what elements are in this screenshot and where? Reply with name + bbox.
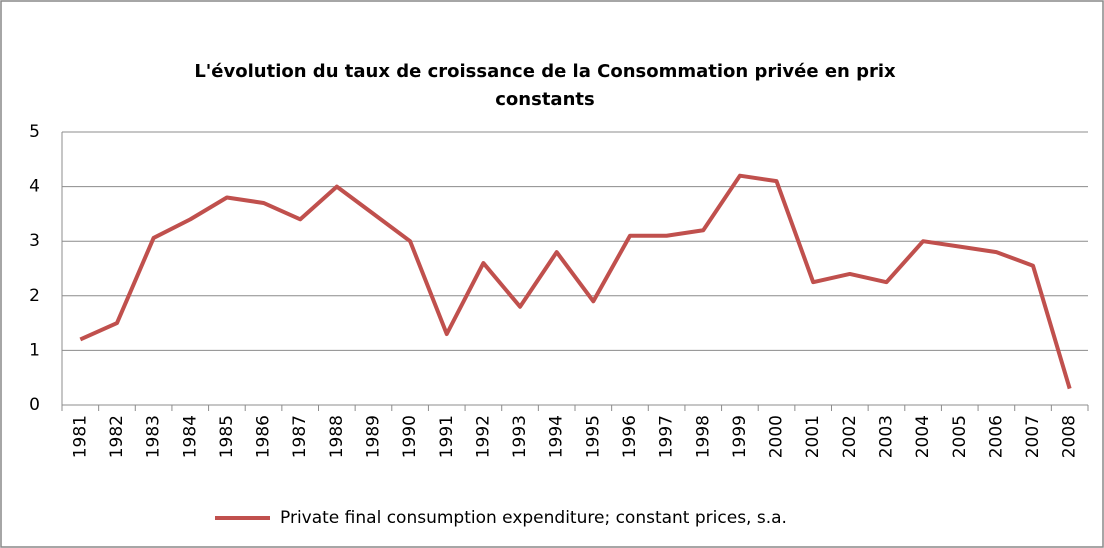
x-tick-label: 2004: [913, 415, 933, 458]
chart-title: L'évolution du taux de croissance de la …: [194, 61, 896, 110]
y-tick-label: 1: [29, 340, 40, 360]
y-tick-label: 3: [29, 231, 40, 251]
y-tick-label: 0: [29, 395, 40, 415]
x-tick-label: 1992: [473, 415, 493, 458]
x-tick-label: 1995: [583, 415, 603, 458]
x-tick-label: 1996: [620, 415, 640, 458]
x-tick-label: 1983: [144, 415, 164, 458]
legend-label: Private final consumption expenditure; c…: [280, 508, 787, 528]
x-tick-label: 1986: [254, 415, 274, 458]
x-tick-label: 2006: [986, 415, 1006, 458]
x-tick-label: 1988: [327, 415, 347, 458]
x-tick-label: 2000: [767, 415, 787, 458]
x-tick-label: 1999: [730, 415, 750, 458]
x-tick-label: 1985: [217, 415, 237, 458]
x-tick-label: 1991: [437, 415, 457, 458]
x-tick-label: 1994: [547, 415, 567, 458]
x-tick-label: 2003: [876, 415, 896, 458]
x-tick-label: 1998: [693, 415, 713, 458]
data-line: [79, 173, 1072, 390]
x-tick-label: 1997: [657, 415, 677, 458]
x-tick-label: 1982: [107, 415, 127, 458]
y-tick-label: 2: [29, 286, 40, 306]
x-tick-label: 1990: [400, 415, 420, 458]
y-tick-label: 5: [29, 122, 40, 142]
x-tick-label: 1984: [180, 415, 200, 458]
x-tick-label: 1993: [510, 415, 530, 458]
x-tick-label: 2001: [803, 415, 823, 458]
x-tick-label: 1987: [290, 415, 310, 458]
x-tick-label: 2007: [1023, 415, 1043, 458]
x-tick-label: 2008: [1060, 415, 1080, 458]
y-tick-label: 4: [29, 177, 40, 197]
x-tick-label: 2005: [950, 415, 970, 458]
x-tick-label: 1981: [70, 415, 90, 458]
x-tick-label: 1989: [363, 415, 383, 458]
x-tick-label: 2002: [840, 415, 860, 458]
